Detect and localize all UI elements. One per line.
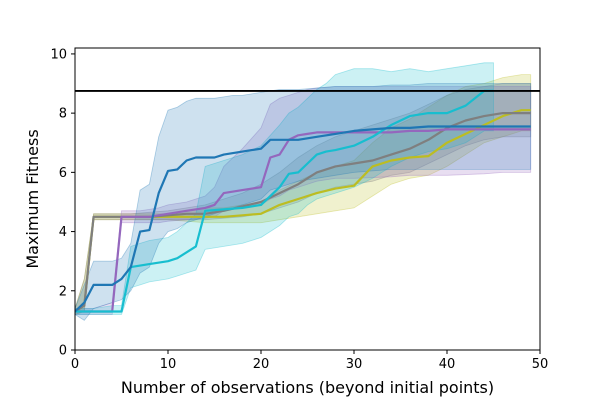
y-axis: 0 2 4 6 8 10 <box>50 47 75 359</box>
plot-frame <box>74 47 541 351</box>
x-tick-label: 30 <box>346 357 363 372</box>
y-tick-label: 10 <box>50 47 67 62</box>
series-lines <box>75 89 531 313</box>
x-tick-label: 10 <box>160 357 177 372</box>
series-line-3 <box>75 128 531 313</box>
x-axis-label: Number of observations (beyond initial p… <box>121 378 494 397</box>
y-axis-label: Maximum Fitness <box>23 129 42 268</box>
y-tick-label: 8 <box>59 107 67 122</box>
confidence-band-1 <box>75 74 532 315</box>
confidence-band-3 <box>75 86 532 315</box>
x-tick-label: 20 <box>253 357 270 372</box>
y-tick-label: 4 <box>59 225 67 240</box>
series-line-5 <box>75 125 531 313</box>
confidence-band-2 <box>75 83 532 315</box>
x-tick-label: 50 <box>532 357 549 372</box>
y-tick-label: 0 <box>59 344 67 359</box>
x-tick-label: 0 <box>71 357 79 372</box>
y-tick-label: 6 <box>59 166 67 181</box>
x-tick-label: 40 <box>439 357 456 372</box>
confidence-band-5 <box>75 83 532 321</box>
y-tick-label: 2 <box>59 284 67 299</box>
x-axis: 0 10 20 30 40 50 <box>71 350 548 372</box>
confidence-bands <box>75 62 532 321</box>
series-line-4 <box>75 89 494 313</box>
